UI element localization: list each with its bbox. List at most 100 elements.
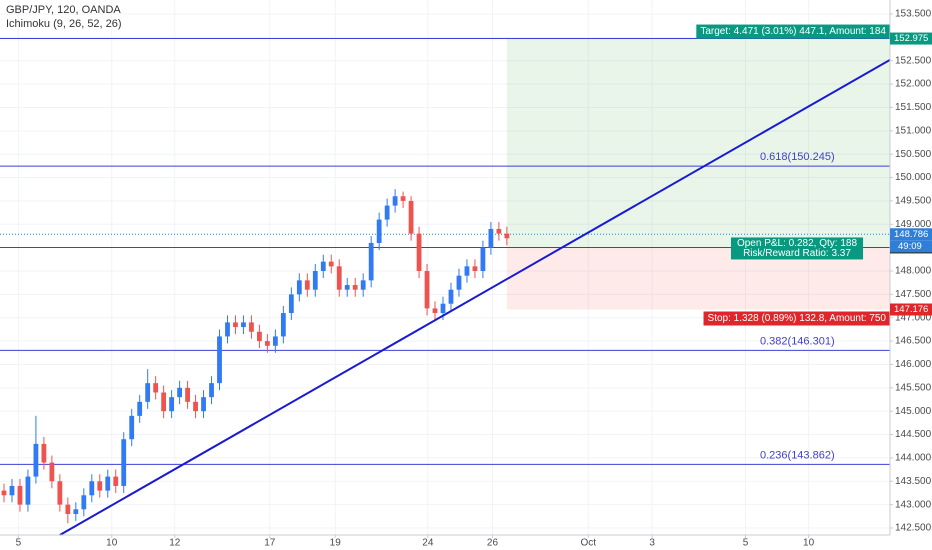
candle-body (233, 322, 238, 328)
x-tick-label: Oct (580, 538, 596, 549)
candle-body (193, 401, 198, 412)
y-tick-label: 149.500 (895, 196, 932, 207)
candle-body (113, 476, 119, 486)
x-tick-label: 24 (422, 538, 434, 549)
x-tick-label: 5 (16, 538, 22, 549)
y-tick-label: 151.000 (895, 125, 932, 136)
candle-body (161, 392, 167, 412)
y-tick-label: 144.500 (895, 429, 932, 440)
position-zones (506, 38, 890, 310)
candle-body (57, 481, 63, 505)
candle-body (41, 443, 47, 463)
candle-body (328, 261, 334, 267)
candle-body (400, 196, 406, 201)
x-tick-label: 5 (743, 538, 749, 549)
candle-body (504, 233, 510, 239)
x-tick-label: 3 (649, 538, 655, 549)
candle-body (280, 313, 286, 337)
y-tick-label: 153.500 (895, 9, 932, 20)
candle-body (49, 462, 55, 482)
candle-body (153, 383, 159, 393)
candle-body (472, 266, 478, 272)
candle-body (496, 228, 502, 234)
y-tick-label: 150.000 (895, 172, 932, 183)
price-badge-label: 152.975 (894, 33, 928, 44)
candle-body (456, 275, 462, 290)
y-tick-label: 148.000 (895, 266, 932, 277)
indicator-label: Ichimoku (9, 26, 52, 26) (6, 18, 122, 30)
candle-body (81, 495, 87, 510)
rr-label: Risk/Reward Ratio: 3.37 (743, 248, 851, 259)
y-tick-label: 142.500 (895, 523, 932, 534)
candle-body (480, 247, 486, 272)
candle-body (312, 271, 318, 290)
candle-body (145, 383, 151, 402)
level-label: 0.382(146.301) (760, 335, 835, 347)
countdown: 49:09 (898, 241, 922, 252)
candle-body (368, 242, 374, 281)
price-badge (890, 303, 932, 316)
candle-body (25, 476, 31, 505)
candle-body (440, 303, 446, 314)
candle-body (288, 294, 294, 314)
candle-body (65, 504, 71, 514)
candle-body (89, 481, 95, 496)
candle-body (272, 336, 278, 346)
candles (1, 189, 510, 524)
price-badge (890, 32, 932, 45)
candle-body (488, 228, 494, 248)
candle-body (1, 490, 7, 496)
candle-body (344, 285, 350, 290)
candle-body (320, 261, 326, 272)
stop-label-box (703, 311, 890, 326)
price-badge-label: 147.176 (894, 304, 928, 315)
overlays: Target: 4.471 (3.01%) 447.1, Amount: 184… (59, 24, 891, 536)
x-tick-label: 12 (169, 538, 181, 549)
target-label: Target: 4.471 (3.01%) 447.1, Amount: 184 (700, 26, 886, 37)
trend-line (59, 58, 891, 536)
candle-body (384, 205, 390, 220)
y-tick-label: 145.000 (895, 406, 932, 417)
candle-body (392, 196, 398, 206)
y-tick-label: 149.000 (895, 219, 932, 230)
candle-body (408, 200, 414, 234)
candle-body (432, 308, 438, 314)
candle-body (121, 439, 127, 486)
level-label: 0.618(150.245) (760, 151, 835, 163)
candle-body (241, 322, 246, 328)
target-zone (506, 38, 890, 248)
x-tick-label: 10 (106, 538, 118, 549)
candle-body (376, 219, 382, 243)
target-label-box (696, 24, 890, 39)
price-badge (890, 228, 932, 241)
countdown-badge (890, 240, 932, 253)
candle-body (33, 443, 39, 477)
candle-body (17, 485, 23, 505)
candle-body (360, 280, 366, 290)
x-tick-label: 17 (264, 538, 276, 549)
candle-body (97, 481, 103, 491)
candle-body (137, 401, 143, 416)
candle-body (257, 331, 262, 342)
candle-body (296, 280, 302, 295)
y-tick-label: 143.000 (895, 499, 932, 510)
candle-body (217, 336, 222, 384)
y-tick-label: 145.500 (895, 382, 932, 393)
candle-body (9, 485, 15, 496)
y-tick-label: 144.000 (895, 453, 932, 464)
candle-body (448, 289, 454, 304)
price-badge-label: 148.786 (894, 229, 928, 240)
pnl-box (730, 237, 864, 260)
candle-body (249, 322, 254, 332)
x-tick-label: 26 (487, 538, 499, 549)
candle-body (352, 285, 358, 290)
axes: 142.500 143.000 143.500 144.000 144.500 145.0… (16, 9, 932, 549)
candle-body (201, 397, 206, 412)
y-tick-label: 152.000 (895, 79, 932, 90)
x-tick-label: 19 (330, 538, 342, 549)
y-tick-label: 151.500 (895, 102, 932, 113)
level-label: 0.236(143.862) (760, 449, 835, 461)
chart-title: GBP/JPY, 120, OANDA (6, 4, 121, 16)
stop-label: Stop: 1.328 (0.89%) 132.8, Amount: 750 (708, 313, 887, 324)
